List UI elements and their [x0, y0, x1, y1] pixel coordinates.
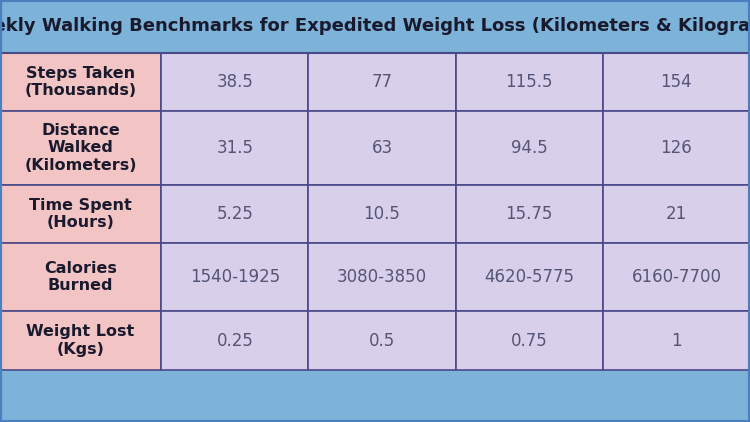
Bar: [308, 111, 455, 185]
Bar: [308, 53, 455, 111]
Text: 15.75: 15.75: [506, 205, 553, 223]
Bar: [603, 243, 750, 311]
Text: Time Spent
(Hours): Time Spent (Hours): [29, 198, 132, 230]
Text: 1: 1: [671, 332, 682, 349]
Bar: [0, 243, 161, 311]
Text: 115.5: 115.5: [506, 73, 553, 91]
Text: 5.25: 5.25: [217, 205, 254, 223]
Bar: [161, 53, 308, 111]
Bar: [161, 311, 308, 370]
Bar: [603, 53, 750, 111]
Text: 126: 126: [661, 139, 692, 157]
Bar: [603, 111, 750, 185]
Text: 154: 154: [661, 73, 692, 91]
Bar: [0, 185, 161, 243]
Bar: [0, 311, 161, 370]
Bar: [456, 111, 603, 185]
Text: Calories
Burned: Calories Burned: [44, 261, 117, 293]
Text: 1540-1925: 1540-1925: [190, 268, 280, 286]
Bar: [308, 311, 455, 370]
Text: 38.5: 38.5: [217, 73, 254, 91]
Text: 3080-3850: 3080-3850: [337, 268, 427, 286]
Text: 4620-5775: 4620-5775: [484, 268, 574, 286]
Bar: [0, 111, 161, 185]
Text: 0.25: 0.25: [217, 332, 254, 349]
Bar: [308, 185, 455, 243]
Text: 0.5: 0.5: [369, 332, 395, 349]
Text: Steps Taken
(Thousands): Steps Taken (Thousands): [25, 66, 136, 98]
Text: 31.5: 31.5: [216, 139, 254, 157]
Text: 63: 63: [371, 139, 392, 157]
Text: Weight Lost
(Kgs): Weight Lost (Kgs): [26, 325, 135, 357]
Bar: [456, 311, 603, 370]
Text: 6160-7700: 6160-7700: [632, 268, 722, 286]
Bar: [456, 53, 603, 111]
Text: 94.5: 94.5: [511, 139, 548, 157]
Bar: [603, 311, 750, 370]
Text: 10.5: 10.5: [364, 205, 401, 223]
Bar: [0, 53, 161, 111]
Text: Weekly Walking Benchmarks for Expedited Weight Loss (Kilometers & Kilograms): Weekly Walking Benchmarks for Expedited …: [0, 17, 750, 35]
Text: Distance
Walked
(Kilometers): Distance Walked (Kilometers): [24, 123, 136, 173]
Text: 77: 77: [371, 73, 392, 91]
Bar: [456, 185, 603, 243]
Bar: [603, 185, 750, 243]
Bar: [0, 0, 750, 53]
Bar: [161, 243, 308, 311]
Text: 0.75: 0.75: [511, 332, 548, 349]
Bar: [161, 111, 308, 185]
Bar: [456, 243, 603, 311]
Bar: [308, 243, 455, 311]
Bar: [161, 185, 308, 243]
Text: 21: 21: [666, 205, 687, 223]
